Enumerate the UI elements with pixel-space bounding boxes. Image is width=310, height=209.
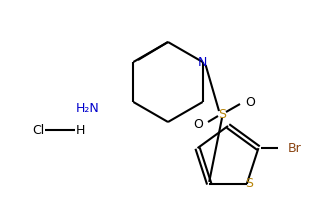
Text: H₂N: H₂N bbox=[76, 102, 100, 115]
Text: H: H bbox=[75, 124, 85, 136]
Text: O: O bbox=[245, 96, 255, 108]
Text: N: N bbox=[198, 56, 207, 69]
Text: O: O bbox=[193, 117, 203, 130]
Text: Br: Br bbox=[288, 142, 301, 155]
Text: S: S bbox=[245, 177, 253, 190]
Text: Cl: Cl bbox=[32, 124, 44, 136]
Text: S: S bbox=[218, 107, 226, 121]
